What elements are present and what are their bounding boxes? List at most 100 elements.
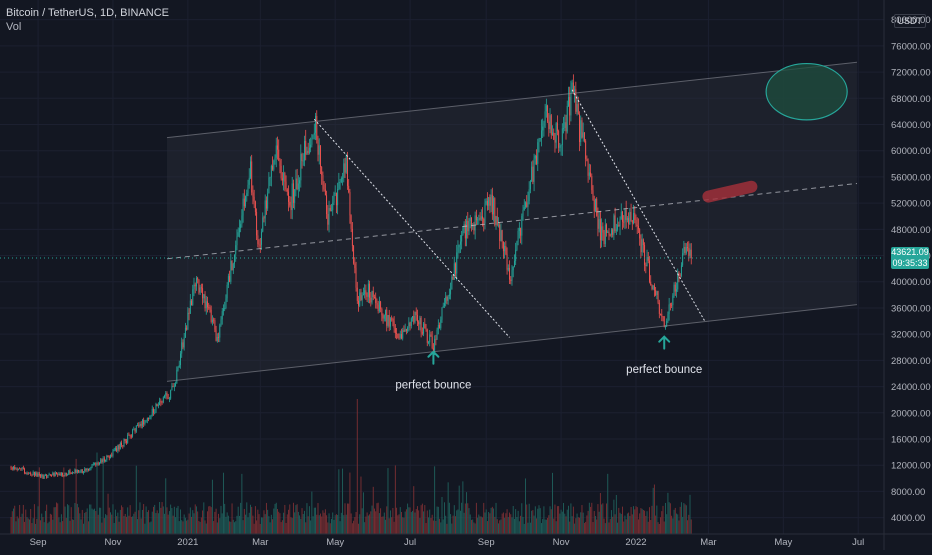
- candle-body: [33, 471, 35, 476]
- candle-body: [122, 445, 124, 447]
- candle-body: [597, 215, 599, 229]
- volume-bar: [218, 513, 220, 534]
- volume-bar: [334, 515, 336, 534]
- candle-body: [504, 245, 506, 252]
- candle-body: [192, 289, 194, 305]
- candle-body: [151, 408, 153, 416]
- candle-body: [583, 132, 585, 141]
- volume-bar: [499, 520, 501, 534]
- candle-body: [319, 145, 321, 168]
- candle-body: [413, 316, 415, 323]
- candle-body: [20, 468, 22, 470]
- candle-body: [437, 324, 439, 330]
- volume-bar: [250, 504, 251, 534]
- volume-bar: [353, 520, 355, 534]
- candle-body: [567, 97, 569, 106]
- volume-bar: [679, 506, 681, 534]
- volume-bar: [275, 502, 277, 534]
- candle-body: [43, 475, 45, 479]
- candle-body: [26, 472, 28, 474]
- volume-bar: [429, 509, 431, 534]
- candle-body: [367, 283, 369, 297]
- volume-bar: [641, 508, 643, 534]
- volume-bar: [484, 512, 486, 534]
- candle-body: [48, 474, 50, 476]
- volume-bar: [329, 523, 331, 534]
- candle-body: [57, 474, 59, 476]
- volume-bar: [346, 503, 348, 534]
- currency-label[interactable]: USDT: [893, 14, 926, 28]
- candle-body: [253, 196, 255, 202]
- volume-bar: [625, 519, 627, 534]
- volume-bar: [230, 521, 232, 534]
- volume-bar: [646, 511, 648, 534]
- volume-bar: [359, 514, 361, 534]
- candle-body: [317, 139, 319, 155]
- volume-bar: [555, 521, 557, 534]
- candle-body: [329, 207, 331, 211]
- volume-bar: [319, 513, 321, 534]
- volume-bar: [132, 516, 134, 534]
- volume-bar: [149, 522, 151, 534]
- volume-bar: [43, 522, 45, 534]
- candle-body: [90, 467, 92, 470]
- volume-bar: [593, 511, 595, 534]
- candle-body: [491, 194, 493, 215]
- candle-body: [177, 367, 179, 371]
- symbol-title[interactable]: Bitcoin / TetherUS, 1D, BINANCE: [6, 7, 170, 19]
- volume-bar: [607, 473, 609, 534]
- volume-bar: [585, 521, 587, 534]
- candle-body: [25, 472, 27, 474]
- volume-label[interactable]: Vol: [6, 21, 22, 33]
- candle-body: [523, 207, 525, 210]
- candle-body: [386, 309, 388, 326]
- volume-bar: [539, 508, 541, 534]
- candle-body: [353, 245, 355, 264]
- volume-bar: [221, 513, 223, 534]
- volume-bar: [649, 507, 650, 534]
- candle-body: [259, 244, 261, 246]
- volume-bar: [299, 515, 301, 534]
- volume-bar: [281, 520, 283, 534]
- volume-bar: [229, 521, 231, 534]
- candle-body: [168, 398, 170, 400]
- volume-bar: [26, 517, 28, 534]
- candle-body: [296, 178, 298, 190]
- volume-bar: [567, 505, 569, 534]
- volume-bar: [165, 478, 167, 534]
- volume-bar: [84, 512, 86, 534]
- volume-bar: [151, 511, 153, 534]
- candle-body: [38, 473, 40, 476]
- volume-bar: [180, 509, 181, 534]
- volume-bar: [173, 506, 175, 534]
- volume-bar: [29, 519, 30, 534]
- volume-bar: [572, 506, 574, 534]
- volume-bar: [231, 503, 233, 534]
- volume-bar: [41, 513, 43, 534]
- volume-bar: [259, 523, 261, 534]
- candle-body: [356, 287, 358, 301]
- candle-body: [601, 226, 603, 241]
- candle-body: [366, 294, 368, 297]
- candle-body: [673, 284, 675, 296]
- candle-body: [663, 316, 665, 327]
- candle-body: [498, 224, 499, 226]
- candle-body: [81, 469, 83, 473]
- candle-body: [144, 422, 146, 425]
- candle-body: [423, 323, 425, 334]
- volume-bar: [52, 519, 54, 534]
- candle-body: [331, 210, 332, 212]
- candle-body: [506, 253, 508, 270]
- volume-bar: [283, 512, 285, 534]
- candle-body: [354, 263, 356, 269]
- volume-bar: [385, 519, 386, 534]
- volume-bar: [437, 506, 439, 534]
- candle-body: [316, 116, 318, 140]
- volume-bar: [176, 507, 178, 534]
- candle-body: [76, 470, 78, 473]
- x-tick-label: Jul: [852, 537, 864, 548]
- volume-bar: [141, 509, 143, 534]
- candle-body: [620, 211, 622, 220]
